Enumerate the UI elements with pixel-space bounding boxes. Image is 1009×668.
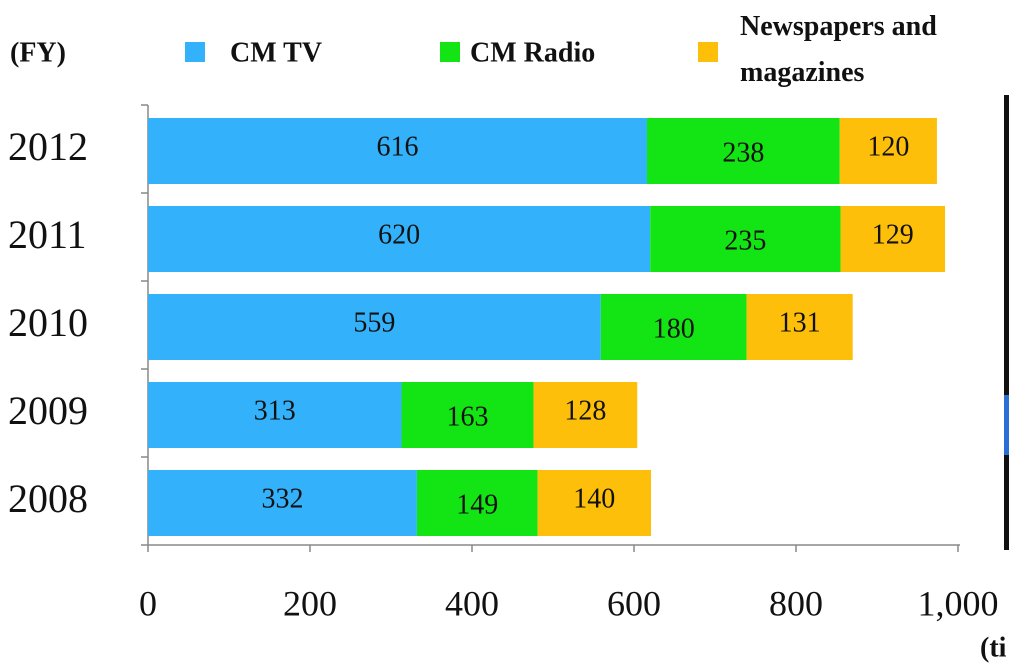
bar-segment bbox=[839, 118, 937, 184]
x-tick-label: 200 bbox=[283, 583, 337, 623]
legend-label: CM TV bbox=[230, 37, 322, 68]
data-label: 620 bbox=[378, 219, 420, 250]
unit-label: (ti bbox=[980, 632, 1007, 663]
data-label: 163 bbox=[447, 401, 489, 432]
bar-segment bbox=[148, 118, 647, 184]
legend-title: (FY) bbox=[10, 37, 66, 68]
data-label: 131 bbox=[779, 307, 821, 338]
side-strip bbox=[1004, 95, 1009, 550]
legend-label-box: Newspapers and magazines bbox=[740, 11, 937, 88]
data-label: 235 bbox=[724, 225, 766, 256]
y-tick-label: 2009 bbox=[8, 388, 88, 433]
side-strip-accent bbox=[1004, 395, 1009, 455]
bar-segment bbox=[148, 382, 402, 448]
bar-segment bbox=[650, 206, 841, 272]
data-label: 120 bbox=[867, 131, 909, 162]
data-label: 313 bbox=[254, 395, 296, 426]
y-tick-label: 2010 bbox=[8, 300, 88, 345]
bar-segment bbox=[600, 294, 747, 360]
y-tick-label: 2011 bbox=[8, 212, 87, 257]
data-label: 128 bbox=[564, 395, 606, 426]
data-label: 559 bbox=[353, 307, 395, 338]
bar-segment bbox=[148, 294, 601, 360]
bar-segment bbox=[840, 206, 946, 272]
bar-segment bbox=[746, 294, 853, 360]
bar-segment bbox=[646, 118, 840, 184]
legend-swatch bbox=[185, 42, 205, 62]
data-label: 129 bbox=[872, 219, 914, 250]
x-tick-label: 800 bbox=[769, 583, 823, 623]
legend-label: CM Radio bbox=[470, 37, 595, 68]
data-label: 238 bbox=[722, 137, 764, 168]
x-tick-label: 1,000 bbox=[918, 583, 999, 623]
bar-segment bbox=[148, 470, 417, 536]
data-label: 332 bbox=[261, 483, 303, 514]
x-tick-label: 600 bbox=[607, 583, 661, 623]
legend-swatch bbox=[440, 42, 460, 62]
bar-segment bbox=[401, 382, 534, 448]
bar-segment bbox=[148, 206, 651, 272]
legend-label: Newspapers and magazines bbox=[740, 11, 937, 88]
data-label: 180 bbox=[653, 313, 695, 344]
bar-segment bbox=[533, 382, 638, 448]
x-tick-label: 0 bbox=[139, 583, 157, 623]
bar-segment bbox=[537, 470, 652, 536]
legend-swatch bbox=[698, 42, 718, 62]
x-tick-label: 400 bbox=[445, 583, 499, 623]
data-label: 140 bbox=[573, 483, 615, 514]
y-tick-label: 2008 bbox=[8, 476, 88, 521]
bar-segment bbox=[416, 470, 538, 536]
y-tick-label: 2012 bbox=[8, 124, 88, 169]
data-label: 149 bbox=[456, 489, 498, 520]
data-label: 616 bbox=[376, 131, 418, 162]
